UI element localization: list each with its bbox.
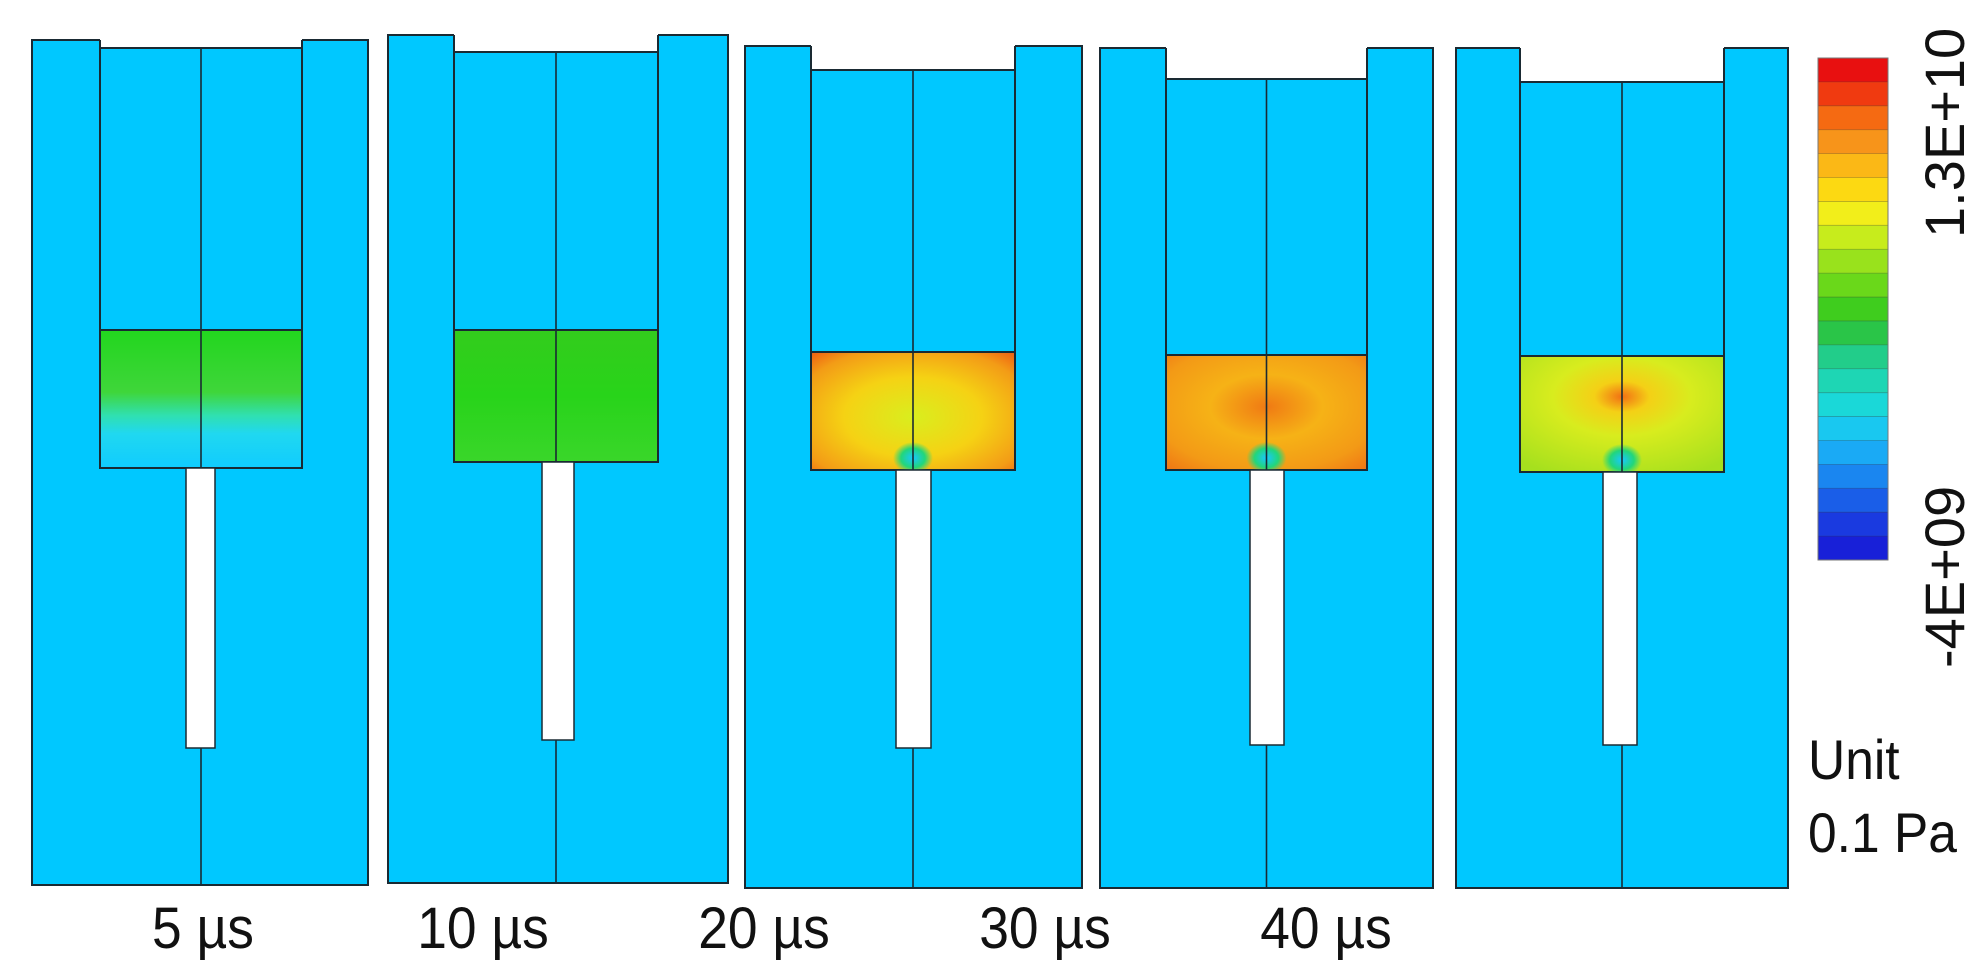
colorbar-segment: [1818, 177, 1888, 202]
simulation-panel: [1099, 46, 1434, 889]
colorbar-segment: [1818, 81, 1888, 107]
top-recess: [1520, 46, 1724, 82]
colorbar-segment: [1818, 440, 1888, 465]
central-cavity: [1249, 469, 1285, 746]
colorbar-segment: [1818, 368, 1888, 394]
colorbar-segment: [1818, 344, 1888, 370]
colorbar-segment: [1818, 488, 1888, 513]
time-label-20us: 20 µs: [698, 896, 830, 961]
colorbar-segment: [1818, 392, 1888, 418]
colorbar-segment: [1818, 129, 1888, 155]
simulation-panel: [1455, 46, 1789, 889]
top-recess: [811, 44, 1015, 70]
colorbar-segment: [1818, 249, 1888, 274]
central-cavity: [895, 469, 932, 749]
simulation-panel: [744, 44, 1083, 889]
central-cavity: [1602, 471, 1638, 746]
top-recess: [100, 38, 302, 48]
time-label-10us: 10 µs: [417, 896, 549, 961]
colorbar-segment: [1818, 536, 1888, 561]
colorbar-min-label: -4E+09: [1913, 485, 1976, 668]
colorbar-max-label: 1.3E+10: [1913, 27, 1976, 238]
colorbar-segment: [1818, 464, 1888, 489]
colorbar-segment: [1818, 201, 1888, 226]
colorbar-segment: [1818, 512, 1888, 537]
colorbar-segment: [1818, 105, 1888, 131]
colorbar-segment: [1818, 273, 1888, 298]
colorbar: [1817, 57, 1889, 561]
colorbar-segment: [1818, 58, 1888, 83]
colorbar-segment: [1818, 225, 1888, 250]
unit-label: Unit: [1808, 728, 1900, 791]
time-label-30us: 30 µs: [979, 896, 1111, 961]
unit-value-label: 0.1 Pa: [1808, 801, 1957, 864]
time-label-5us: 5 µs: [152, 896, 254, 961]
simulation-panel: [31, 38, 369, 886]
colorbar-segment: [1818, 153, 1888, 179]
central-cavity: [541, 461, 575, 741]
colorbar-frame: [1817, 57, 1889, 561]
colorbar-segment: [1818, 320, 1888, 346]
top-recess: [1166, 46, 1367, 79]
colorbar-segment: [1818, 416, 1888, 441]
central-cavity: [185, 467, 216, 749]
time-label-40us: 40 µs: [1260, 896, 1392, 961]
colorbar-segment: [1818, 297, 1888, 322]
simulation-panel: [387, 33, 729, 884]
top-recess: [454, 33, 658, 52]
